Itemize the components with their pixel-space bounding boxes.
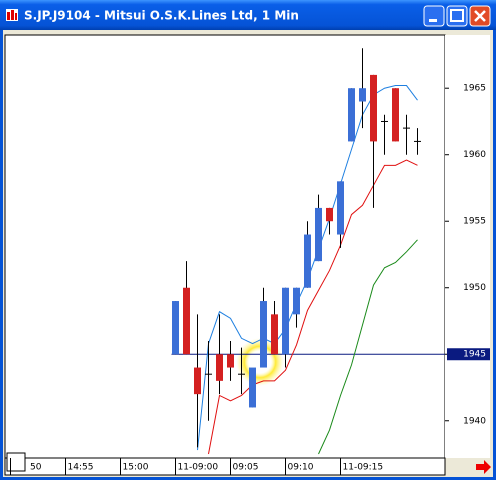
- candle-body: [315, 207, 322, 262]
- chart-layer: 1940 1945 1950 1955 1960 1965 50 14:55 15:00 11-0…: [10, 48, 490, 475]
- x-tick-label: 09:10: [288, 463, 314, 473]
- candle-body: [172, 301, 179, 355]
- candle-body: [249, 367, 256, 408]
- candle-body: [194, 367, 201, 395]
- y-tick-label: 1955: [463, 217, 486, 227]
- y-tick-label: 1960: [463, 150, 486, 160]
- candle-body: [260, 301, 267, 368]
- x-tick-label: 09:05: [233, 463, 259, 473]
- candle-body: [293, 287, 300, 315]
- app-icon: [6, 9, 18, 21]
- y-tick-label: 1940: [463, 416, 486, 426]
- candle-body: [392, 88, 399, 142]
- minimize-button[interactable]: [423, 5, 445, 27]
- x-tick-label: 15:00: [123, 463, 149, 473]
- window-title: S.JP.J9104 - Mitsui O.S.K.Lines Ltd, 1 M…: [24, 9, 299, 23]
- y-tick-label: 1965: [463, 84, 486, 94]
- candle-body: [304, 234, 311, 288]
- x-tick-label: 11-09:15: [343, 463, 384, 473]
- candle-body: [183, 287, 190, 355]
- y-tick-label: 1945: [463, 350, 486, 360]
- time-axis-panel: [4, 457, 446, 476]
- last-price-box: [447, 348, 490, 361]
- close-button[interactable]: [469, 5, 491, 27]
- candle-body: [271, 314, 278, 355]
- corner-box[interactable]: [6, 452, 26, 472]
- candle-body: [326, 207, 333, 222]
- x-tick-label: 50: [30, 463, 42, 473]
- candle-body: [370, 74, 377, 142]
- y-tick-label: 1950: [463, 283, 486, 293]
- title-bar: [0, 0, 496, 30]
- maximize-button[interactable]: [446, 5, 468, 27]
- x-tick-label: 11-09:00: [178, 463, 219, 473]
- candle-body: [216, 354, 223, 381]
- candle-body: [227, 354, 234, 368]
- candle-body: [348, 88, 355, 142]
- plot-area: [4, 34, 446, 459]
- indicator-line: [208, 159, 418, 455]
- candle-body: [359, 88, 366, 102]
- candle-body: [282, 287, 289, 355]
- scroll-arrow[interactable]: [476, 460, 491, 474]
- x-tick-label: 14:55: [68, 463, 94, 473]
- candle-body: [337, 181, 344, 235]
- price-axis-panel: [445, 35, 490, 458]
- indicator-line: [318, 239, 418, 455]
